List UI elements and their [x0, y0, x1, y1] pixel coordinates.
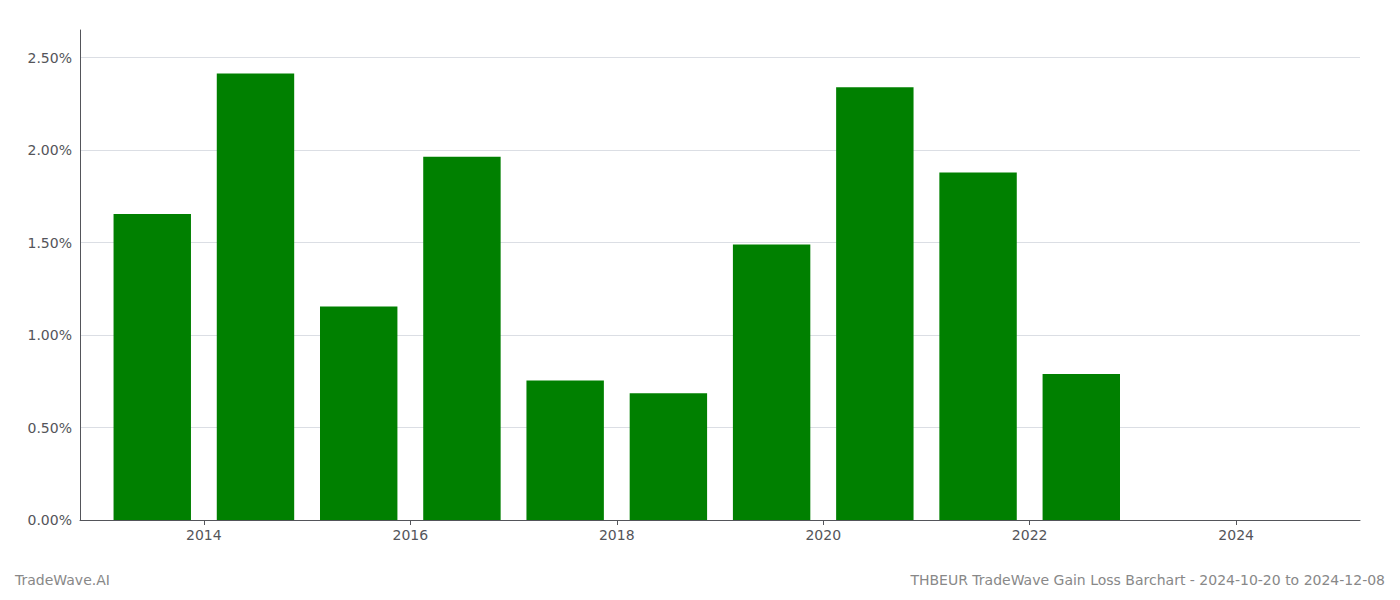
svg-text:0.50%: 0.50%: [28, 420, 72, 436]
svg-text:2024: 2024: [1218, 527, 1254, 543]
svg-text:2.00%: 2.00%: [28, 142, 72, 158]
svg-text:2016: 2016: [393, 527, 429, 543]
svg-text:1.00%: 1.00%: [28, 327, 72, 343]
svg-text:2018: 2018: [599, 527, 635, 543]
svg-text:0.00%: 0.00%: [28, 512, 72, 528]
svg-text:2014: 2014: [186, 527, 222, 543]
svg-text:2020: 2020: [805, 527, 841, 543]
svg-text:1.50%: 1.50%: [28, 235, 72, 251]
svg-text:2022: 2022: [1012, 527, 1048, 543]
svg-text:2.50%: 2.50%: [28, 50, 72, 66]
svg-text:THBEUR TradeWave Gain Loss Bar: THBEUR TradeWave Gain Loss Barchart - 20…: [909, 572, 1385, 588]
svg-text:TradeWave.AI: TradeWave.AI: [14, 572, 110, 588]
